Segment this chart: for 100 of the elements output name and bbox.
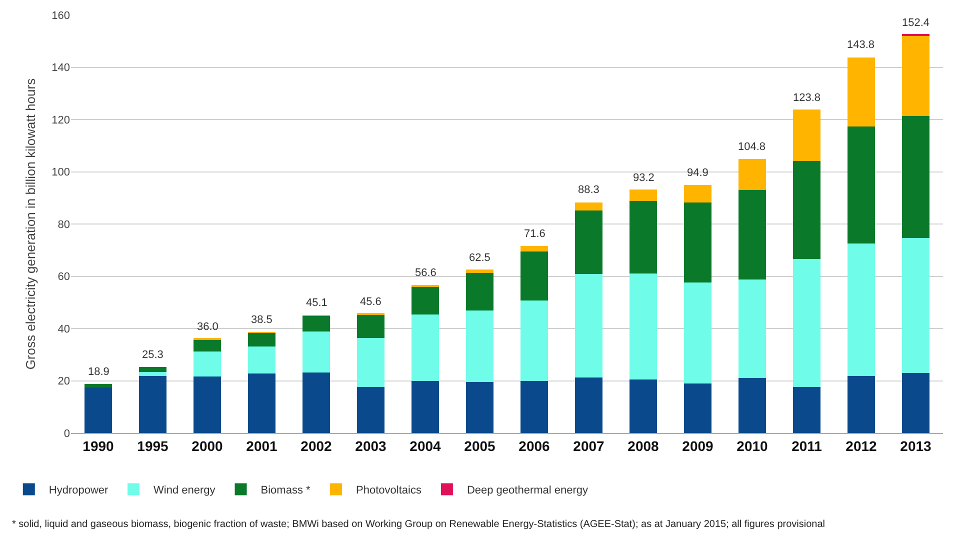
x-tick-label: 2013 bbox=[900, 438, 932, 454]
x-tick-label: 2006 bbox=[518, 438, 550, 454]
bar bbox=[630, 380, 657, 433]
x-tick-label: 2008 bbox=[628, 438, 660, 454]
bar bbox=[738, 279, 766, 378]
bar bbox=[520, 252, 548, 301]
bar bbox=[902, 238, 930, 373]
bar bbox=[139, 372, 166, 376]
y-axis-title: Gross electricity generation in billion kilowatt hours bbox=[23, 78, 38, 370]
bar bbox=[302, 316, 330, 332]
bar bbox=[357, 386, 384, 433]
bar bbox=[412, 286, 439, 314]
legend-label: Deep geothermal energy bbox=[466, 484, 589, 497]
bar bbox=[194, 351, 221, 376]
total-label: 104.8 bbox=[738, 141, 766, 153]
total-label: 62.5 bbox=[469, 252, 490, 264]
bar bbox=[793, 110, 820, 161]
bar bbox=[738, 190, 766, 280]
y-tick-label: 20 bbox=[58, 376, 70, 388]
bar bbox=[575, 378, 602, 433]
total-label: 36.0 bbox=[197, 321, 218, 333]
legend-label: Biomass * bbox=[260, 484, 312, 497]
total-label: 152.4 bbox=[902, 17, 930, 29]
bar bbox=[848, 376, 875, 433]
y-tick-label: 80 bbox=[58, 218, 70, 231]
x-tick-label: 1995 bbox=[137, 438, 169, 454]
bar bbox=[902, 35, 930, 116]
bar bbox=[848, 126, 875, 244]
x-tick-label: 2003 bbox=[355, 438, 387, 454]
bar bbox=[357, 338, 384, 387]
bar bbox=[793, 160, 820, 260]
legend-label: Photovoltaics bbox=[356, 484, 422, 497]
total-label: 94.9 bbox=[687, 167, 708, 179]
bar bbox=[139, 376, 166, 433]
y-tick-label: 160 bbox=[52, 10, 70, 22]
bar bbox=[848, 57, 875, 126]
bar bbox=[684, 202, 712, 283]
y-tick-label: 0 bbox=[64, 428, 70, 440]
bar bbox=[848, 244, 875, 376]
bar bbox=[248, 346, 276, 374]
bar bbox=[738, 159, 766, 190]
bar bbox=[466, 270, 494, 274]
bar bbox=[194, 339, 221, 352]
x-tick-label: 2000 bbox=[192, 438, 224, 454]
bar bbox=[466, 273, 494, 311]
bar bbox=[139, 366, 166, 372]
total-label: 56.6 bbox=[415, 267, 436, 279]
bar bbox=[630, 274, 657, 380]
x-tick-label: 2002 bbox=[300, 438, 332, 454]
bar bbox=[194, 376, 221, 433]
bar bbox=[412, 314, 439, 382]
bar bbox=[466, 310, 494, 382]
bar bbox=[248, 374, 276, 433]
total-label: 18.9 bbox=[88, 366, 110, 378]
x-tick-label: 2011 bbox=[792, 438, 822, 454]
total-label: 45.6 bbox=[360, 296, 382, 308]
total-label: 123.8 bbox=[793, 92, 821, 104]
bar bbox=[84, 388, 112, 433]
bar bbox=[248, 332, 276, 346]
bar bbox=[357, 314, 384, 338]
bar bbox=[630, 201, 657, 274]
x-tick-label: 1990 bbox=[82, 438, 114, 454]
bar bbox=[302, 331, 330, 373]
x-tick-label: 2010 bbox=[736, 438, 768, 454]
bar bbox=[575, 210, 602, 274]
bar bbox=[630, 190, 657, 202]
legend-label: Hydropower bbox=[48, 484, 109, 497]
bar bbox=[793, 259, 820, 387]
y-tick-label: 40 bbox=[58, 323, 70, 336]
bar bbox=[738, 378, 766, 433]
bar bbox=[684, 282, 712, 384]
bar bbox=[902, 372, 930, 433]
y-tick-label: 100 bbox=[52, 166, 70, 179]
total-label: 25.3 bbox=[142, 349, 164, 361]
total-label: 45.1 bbox=[306, 297, 328, 309]
y-tick-label: 140 bbox=[52, 62, 70, 74]
bar bbox=[793, 386, 820, 433]
x-tick-label: 2007 bbox=[573, 438, 605, 454]
bar bbox=[412, 381, 439, 433]
bar bbox=[520, 380, 548, 433]
bar bbox=[575, 274, 602, 378]
total-label: 88.3 bbox=[578, 184, 600, 196]
bar bbox=[84, 384, 112, 388]
total-label: 93.2 bbox=[633, 172, 654, 184]
bar bbox=[520, 246, 548, 252]
total-label: 143.8 bbox=[847, 39, 875, 51]
bar bbox=[684, 185, 712, 202]
y-tick-label: 120 bbox=[52, 114, 70, 126]
bar bbox=[575, 202, 602, 210]
bar bbox=[902, 116, 930, 238]
bar bbox=[302, 372, 330, 433]
bar bbox=[520, 300, 548, 381]
text: * solid, liquid and gaseous biomass, biogenic fraction of waste; BMWi based on Working Group on Renewable Energy-Statistics (AGEE-Stat); as at January 2015; all figures provisional bbox=[12, 519, 826, 530]
x-tick-label: 2005 bbox=[464, 438, 496, 454]
x-tick-label: 2009 bbox=[682, 438, 714, 454]
bar bbox=[684, 383, 712, 433]
x-tick-label: 2012 bbox=[846, 438, 878, 454]
total-label: 38.5 bbox=[251, 314, 272, 326]
total-label: 71.6 bbox=[524, 228, 546, 240]
x-tick-label: 2001 bbox=[246, 438, 278, 454]
